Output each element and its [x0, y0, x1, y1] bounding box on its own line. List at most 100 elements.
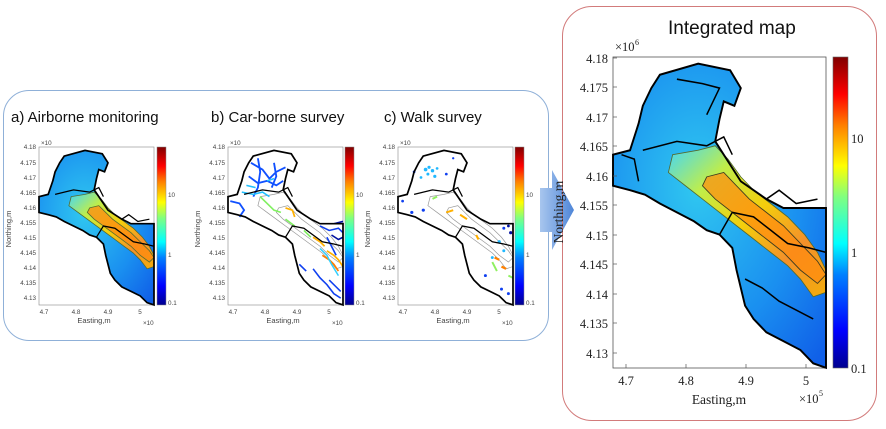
svg-text:10: 10 [526, 192, 534, 199]
svg-text:10: 10 [356, 192, 364, 199]
svg-text:4.7: 4.7 [618, 374, 634, 388]
svg-text:4.165: 4.165 [580, 140, 608, 154]
svg-text:4.135: 4.135 [20, 280, 36, 287]
svg-text:4.14: 4.14 [213, 265, 226, 272]
svg-text:4.145: 4.145 [209, 250, 225, 257]
svg-text:4.9: 4.9 [293, 309, 302, 316]
svg-text:1: 1 [168, 252, 172, 259]
svg-text:4.16: 4.16 [24, 205, 37, 212]
svg-text:4.175: 4.175 [379, 160, 395, 167]
panel-b-title: b) Car-borne survey [211, 109, 345, 126]
svg-text:4.15: 4.15 [383, 235, 396, 242]
svg-text:×10: ×10 [502, 320, 513, 327]
svg-text:4.17: 4.17 [383, 175, 396, 182]
panel-a-axes: 4.18 4.175 4.17 4.165 4.16 4.155 4.15 4.… [4, 140, 177, 327]
svg-text:4.135: 4.135 [379, 280, 395, 287]
colorbar-tick: 10 [851, 132, 864, 146]
svg-text:Northing,m: Northing,m [193, 211, 202, 248]
svg-text:4.16: 4.16 [383, 205, 396, 212]
svg-text:4.13: 4.13 [24, 295, 37, 302]
svg-text:4.15: 4.15 [586, 229, 608, 243]
y-axis-label: Northing,m [551, 180, 566, 243]
svg-text:4.165: 4.165 [20, 190, 36, 197]
svg-text:4.135: 4.135 [209, 280, 225, 287]
svg-text:4.155: 4.155 [20, 220, 36, 227]
panel-c-axes: 4.18 4.175 4.17 4.165 4.16 4.155 4.15 4.… [363, 140, 535, 327]
x-axis-label: Easting,m [692, 392, 747, 407]
y-multiplier: ×10 [615, 40, 635, 54]
svg-text:4.18: 4.18 [586, 52, 608, 66]
svg-text:4.18: 4.18 [383, 144, 396, 151]
svg-text:4.145: 4.145 [379, 250, 395, 257]
svg-text:4.175: 4.175 [209, 160, 225, 167]
svg-text:4.16: 4.16 [213, 205, 226, 212]
svg-text:0.1: 0.1 [356, 300, 365, 307]
svg-text:4.175: 4.175 [580, 81, 608, 95]
svg-text:1: 1 [526, 252, 530, 259]
integrated-map-axes: 4.18 4.175 4.17 4.165 4.16 4.155 4.15 4.… [551, 38, 867, 407]
svg-text:4.16: 4.16 [586, 170, 608, 184]
svg-text:0.1: 0.1 [526, 300, 535, 307]
svg-text:5: 5 [138, 309, 142, 316]
svg-text:4.9: 4.9 [104, 309, 113, 316]
svg-text:5: 5 [819, 389, 823, 398]
svg-text:4.8: 4.8 [431, 309, 440, 316]
svg-text:4.17: 4.17 [586, 111, 608, 125]
svg-text:4.8: 4.8 [678, 374, 694, 388]
right-panel-group [562, 6, 877, 421]
svg-text:4.14: 4.14 [383, 265, 396, 272]
svg-text:Northing,m: Northing,m [363, 211, 372, 248]
svg-text:4.15: 4.15 [213, 235, 226, 242]
svg-text:4.17: 4.17 [213, 175, 226, 182]
svg-text:4.8: 4.8 [261, 309, 270, 316]
svg-text:4.155: 4.155 [580, 199, 608, 213]
svg-text:4.145: 4.145 [20, 250, 36, 257]
svg-text:×10: ×10 [143, 320, 154, 327]
panel-a-title: a) Airborne monitoring [11, 109, 159, 126]
svg-text:Easting,m: Easting,m [436, 316, 469, 325]
svg-text:×10: ×10 [400, 140, 411, 147]
svg-text:5: 5 [497, 309, 501, 316]
svg-text:4.13: 4.13 [383, 295, 396, 302]
svg-text:1: 1 [356, 252, 360, 259]
svg-text:5: 5 [803, 374, 809, 388]
svg-text:4.165: 4.165 [209, 190, 225, 197]
svg-text:4.13: 4.13 [213, 295, 226, 302]
svg-text:6: 6 [635, 38, 639, 47]
svg-text:4.165: 4.165 [379, 190, 395, 197]
svg-text:4.8: 4.8 [72, 309, 81, 316]
x-multiplier: ×10 [799, 392, 819, 406]
svg-text:4.15: 4.15 [24, 235, 37, 242]
arrow-right-icon [540, 170, 574, 250]
svg-text:×10: ×10 [41, 140, 52, 147]
panel-b-axes: 4.18 4.175 4.17 4.165 4.16 4.155 4.15 4.… [193, 140, 365, 327]
svg-text:4.135: 4.135 [580, 317, 608, 331]
svg-text:4.7: 4.7 [229, 309, 238, 316]
svg-text:4.13: 4.13 [586, 347, 608, 361]
svg-text:4.175: 4.175 [20, 160, 36, 167]
svg-text:×10: ×10 [230, 140, 241, 147]
svg-text:10: 10 [168, 192, 176, 199]
integrated-map-title: Integrated map [668, 18, 796, 39]
svg-text:0.1: 0.1 [851, 362, 867, 376]
svg-text:5: 5 [327, 309, 331, 316]
svg-text:Easting,m: Easting,m [266, 316, 299, 325]
svg-text:1: 1 [851, 246, 857, 260]
panel-c-title: c) Walk survey [384, 109, 482, 126]
svg-text:4.14: 4.14 [586, 288, 609, 302]
svg-text:4.155: 4.155 [379, 220, 395, 227]
svg-text:4.7: 4.7 [399, 309, 408, 316]
svg-text:4.17: 4.17 [24, 175, 37, 182]
svg-text:4.145: 4.145 [580, 258, 608, 272]
svg-text:4.14: 4.14 [24, 265, 37, 272]
svg-text:4.9: 4.9 [738, 374, 754, 388]
svg-text:0.1: 0.1 [168, 300, 177, 307]
svg-text:×10: ×10 [332, 320, 343, 327]
svg-text:4.7: 4.7 [40, 309, 49, 316]
y-axis-label: Northing,m [4, 211, 13, 248]
